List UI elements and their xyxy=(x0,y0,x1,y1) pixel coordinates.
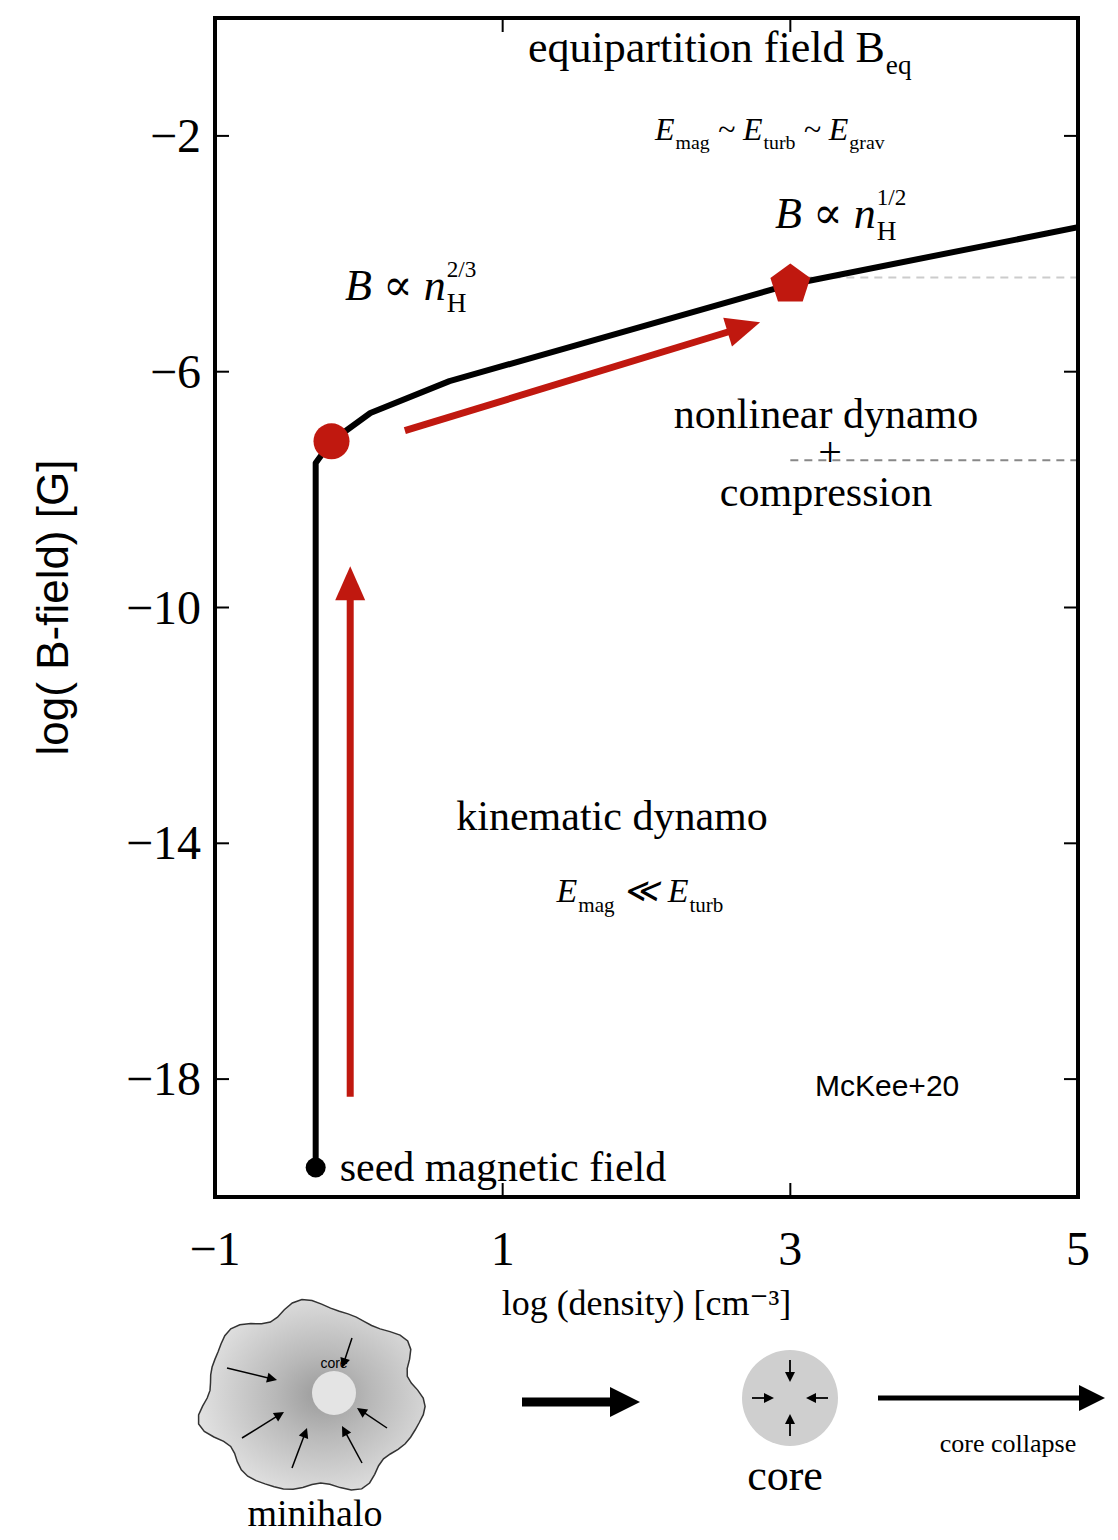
annotation-text: E xyxy=(556,872,578,909)
x-tick xyxy=(1077,18,1079,32)
annotation-subscript: grav xyxy=(849,131,884,153)
x-tick xyxy=(214,1183,216,1197)
core-circle xyxy=(742,1350,838,1446)
plot-frame xyxy=(215,18,1078,1197)
annotation-superscript: 1/2 xyxy=(877,184,907,210)
x-tick xyxy=(502,18,504,32)
annotation-text: ≪ E xyxy=(615,872,689,909)
core-arrow-head xyxy=(764,1393,774,1403)
inflow-arrow xyxy=(227,1368,268,1378)
stage-arrow xyxy=(522,1398,611,1407)
line-series xyxy=(316,227,1078,1167)
annotation-subscript: H xyxy=(877,216,897,246)
y-tick-label: −14 xyxy=(126,816,201,869)
arrow xyxy=(335,566,365,1097)
y-tick xyxy=(1064,607,1078,609)
inflow-arrow-head xyxy=(342,1426,351,1437)
inflow-arrow-head xyxy=(273,1412,284,1422)
arrow-head xyxy=(723,318,760,347)
annotation-subscript: mag xyxy=(578,893,615,917)
y-tick-label: −6 xyxy=(150,345,201,398)
minihalo-core xyxy=(312,1371,356,1415)
y-tick-label: −10 xyxy=(126,581,201,634)
y-tick-label: −18 xyxy=(126,1052,201,1105)
core-arrow xyxy=(752,1397,765,1399)
x-tick-label: −1 xyxy=(189,1222,240,1275)
stage-label: core xyxy=(747,1451,823,1500)
annotation-subscript: turb xyxy=(764,131,796,153)
y-tick xyxy=(215,135,229,137)
y-tick xyxy=(1064,1078,1078,1080)
annotation: B ∝ nH 1/2 xyxy=(775,184,906,246)
x-tick-label: 3 xyxy=(778,1222,802,1275)
inflow-arrow-head xyxy=(340,1357,349,1368)
annotation: McKee+20 xyxy=(815,1069,959,1102)
annotation-superscript: 2/3 xyxy=(447,256,477,282)
inflow-arrow xyxy=(292,1436,304,1468)
point-marker xyxy=(314,423,350,459)
x-tick-label: 1 xyxy=(491,1222,515,1275)
x-axis-title: log (density) [cm⁻³] xyxy=(502,1283,792,1323)
annotation-subscript: eq xyxy=(886,50,912,80)
core-arrow-head xyxy=(806,1393,816,1403)
arrow-shaft xyxy=(347,598,354,1097)
stage-label: minihalo xyxy=(247,1492,382,1534)
inflow-arrow xyxy=(364,1413,387,1428)
inflow-arrow-head xyxy=(299,1428,308,1439)
series-group xyxy=(316,227,1078,1167)
chart: −2 −6 −10 −14 −18 −1 1 3 5 log (density) [cm⁻³] lo… xyxy=(0,0,1118,1540)
annotation-text: B ∝ n xyxy=(775,189,876,238)
annotation-subscript: turb xyxy=(689,893,723,917)
annotation-text: E xyxy=(654,111,675,147)
point-marker xyxy=(306,1158,326,1178)
annotation: compression xyxy=(720,469,932,515)
arrow-head xyxy=(335,566,365,600)
core-arrow xyxy=(815,1397,828,1399)
annotation-text: kinematic dynamo xyxy=(456,793,767,839)
point-label: seed magnetic field xyxy=(340,1144,667,1190)
x-tick-label: 5 xyxy=(1066,1222,1090,1275)
y-tick-label: −2 xyxy=(150,109,201,162)
y-tick xyxy=(1064,842,1078,844)
annotation-text: McKee+20 xyxy=(815,1069,959,1102)
x-tick xyxy=(1077,1183,1079,1197)
annotation-text: compression xyxy=(720,469,932,515)
x-tick xyxy=(789,1183,791,1197)
y-tick xyxy=(215,607,229,609)
annotation-text: ~ E xyxy=(796,111,849,147)
annotation-text: equipartition field B xyxy=(528,23,885,72)
y-tick xyxy=(215,371,229,373)
stage-arrow xyxy=(878,1396,1080,1401)
y-tick xyxy=(215,1078,229,1080)
annotation-subscript: mag xyxy=(676,131,710,153)
inflow-arrow xyxy=(242,1417,276,1438)
y-tick xyxy=(1064,371,1078,373)
core-arrow xyxy=(789,1360,791,1373)
annotation: B ∝ nH 2/3 xyxy=(345,256,476,318)
annotation-text: B ∝ n xyxy=(345,261,446,310)
annotation-subscript: H xyxy=(447,288,467,318)
x-tick xyxy=(214,18,216,32)
inflow-arrow xyxy=(346,1434,362,1463)
minihalo-cloud xyxy=(199,1300,426,1491)
annotation: Emag ~ Eturb ~ Egrav xyxy=(654,111,885,153)
annotation: kinematic dynamo xyxy=(456,793,767,839)
annotation-text: ~ E xyxy=(710,111,763,147)
core-arrow-head xyxy=(785,1372,795,1382)
inflow-arrow-head xyxy=(266,1373,277,1383)
annotation: Emag ≪ Eturb xyxy=(556,872,724,917)
y-tick xyxy=(1064,135,1078,137)
inflow-arrow-head xyxy=(357,1408,368,1418)
inflow-arrow xyxy=(345,1338,352,1359)
stage-arrow-head xyxy=(1079,1385,1105,1411)
core-arrow-head xyxy=(785,1414,795,1424)
core-arrow xyxy=(789,1423,791,1436)
stage-diagram: coreminihalocorecore collapse xyxy=(199,1300,1105,1534)
point-marker xyxy=(770,264,810,302)
stage-arrow-head xyxy=(610,1387,640,1417)
annotation: equipartition field Beq xyxy=(528,23,912,80)
stage-label: core collapse xyxy=(940,1429,1076,1458)
y-tick xyxy=(215,842,229,844)
y-axis-title: log( B-field) [G] xyxy=(28,460,77,756)
